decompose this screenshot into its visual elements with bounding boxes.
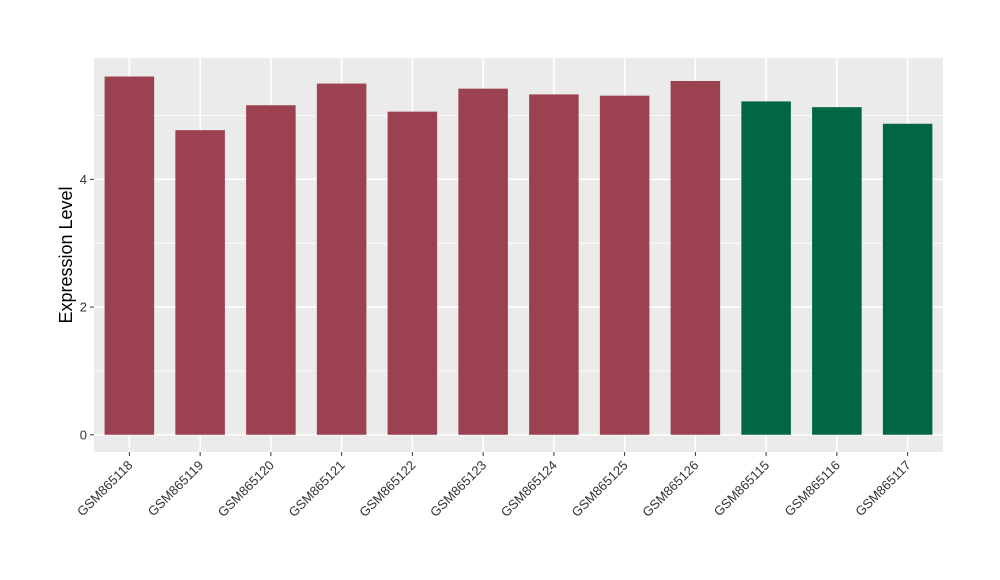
bar-GSM865126	[670, 80, 721, 435]
y-tick-label: 2	[80, 300, 87, 315]
y-axis: 0 2 4	[80, 172, 94, 442]
y-tick-label: 4	[80, 172, 87, 187]
y-axis-title: Expression Level	[56, 186, 76, 323]
bar-GSM865120	[246, 105, 296, 435]
bar-GSM865118	[104, 76, 155, 435]
bar-GSM865124	[529, 94, 579, 435]
bar-GSM865125	[599, 95, 650, 435]
bars-group	[104, 76, 933, 435]
bar-GSM865122	[387, 111, 438, 435]
y-tick-label: 0	[80, 427, 87, 442]
bar-GSM865116	[812, 107, 862, 435]
bar-GSM865117	[882, 123, 933, 435]
bar-GSM865115	[741, 101, 791, 435]
grid-minor-lines	[94, 115, 943, 372]
bar-GSM865119	[175, 130, 225, 435]
bar-GSM865123	[458, 88, 508, 435]
bar-GSM865121	[316, 83, 367, 435]
plot-panel	[94, 58, 943, 452]
